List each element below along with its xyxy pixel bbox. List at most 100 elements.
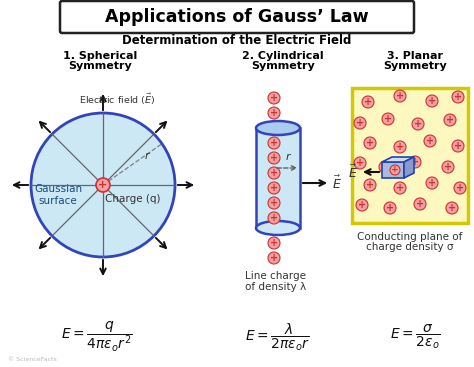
Circle shape [454, 182, 466, 194]
Text: 2. Cylindrical: 2. Cylindrical [242, 51, 324, 61]
Circle shape [452, 91, 464, 103]
Text: +: + [270, 93, 278, 103]
Text: +: + [270, 153, 278, 163]
Text: 3. Planar: 3. Planar [387, 51, 443, 61]
Bar [256, 128, 300, 228]
Circle shape [268, 107, 280, 119]
Text: +: + [396, 91, 404, 101]
Text: Gaussian
surface: Gaussian surface [34, 184, 82, 206]
Text: Symmetry: Symmetry [68, 61, 132, 71]
Circle shape [412, 118, 424, 130]
Text: © ScienceFacts: © ScienceFacts [8, 357, 57, 362]
Text: charge density σ: charge density σ [366, 242, 454, 252]
Bar [382, 162, 404, 178]
Circle shape [354, 157, 366, 169]
Circle shape [268, 252, 280, 264]
Text: +: + [426, 136, 434, 146]
Circle shape [414, 198, 426, 210]
Text: +: + [356, 158, 364, 168]
Circle shape [394, 182, 406, 194]
Text: $\vec{E}$: $\vec{E}$ [348, 163, 358, 181]
Circle shape [390, 165, 400, 175]
Circle shape [268, 152, 280, 164]
Text: $E = \dfrac{q}{4\pi\varepsilon_o r^2}$: $E = \dfrac{q}{4\pi\varepsilon_o r^2}$ [61, 320, 133, 354]
Circle shape [268, 182, 280, 194]
Text: $\vec{E}$: $\vec{E}$ [332, 174, 342, 192]
Text: Applications of Gauss’ Law: Applications of Gauss’ Law [105, 8, 369, 26]
Text: +: + [444, 162, 452, 172]
Circle shape [394, 90, 406, 102]
Text: +: + [270, 198, 278, 208]
Text: +: + [456, 183, 464, 193]
Circle shape [268, 167, 280, 179]
Circle shape [394, 141, 406, 153]
Polygon shape [404, 157, 414, 178]
Circle shape [424, 135, 436, 147]
Circle shape [354, 117, 366, 129]
Circle shape [356, 199, 368, 211]
Text: +: + [270, 138, 278, 148]
Text: +: + [448, 203, 456, 213]
Text: of density λ: of density λ [246, 282, 307, 292]
Text: Conducting plane of: Conducting plane of [357, 232, 463, 242]
Text: +: + [270, 238, 278, 248]
Circle shape [446, 202, 458, 214]
Text: +: + [384, 114, 392, 124]
Circle shape [379, 161, 391, 173]
Text: +: + [411, 157, 419, 167]
Bar [352, 88, 468, 223]
Text: $E = \dfrac{\sigma}{2\varepsilon_o}$: $E = \dfrac{\sigma}{2\varepsilon_o}$ [390, 323, 440, 351]
Ellipse shape [256, 221, 300, 235]
Circle shape [426, 95, 438, 107]
Text: +: + [391, 166, 399, 174]
Circle shape [426, 177, 438, 189]
Text: r: r [286, 152, 291, 162]
Text: r: r [145, 151, 150, 161]
Text: +: + [366, 180, 374, 190]
Text: $E = \dfrac{\lambda}{2\pi\varepsilon_o r}$: $E = \dfrac{\lambda}{2\pi\varepsilon_o r… [246, 321, 310, 353]
Text: Electric field ($\vec{E}$): Electric field ($\vec{E}$) [79, 91, 155, 106]
Circle shape [31, 113, 175, 257]
Text: +: + [364, 97, 372, 107]
Circle shape [268, 212, 280, 224]
Circle shape [96, 178, 110, 192]
Polygon shape [382, 157, 414, 162]
Circle shape [364, 179, 376, 191]
Circle shape [444, 114, 456, 126]
Text: +: + [396, 183, 404, 193]
Text: +: + [270, 253, 278, 263]
Text: +: + [428, 178, 436, 188]
Text: +: + [416, 199, 424, 209]
Circle shape [409, 156, 421, 168]
Text: +: + [366, 138, 374, 148]
Text: 1. Spherical: 1. Spherical [63, 51, 137, 61]
Circle shape [268, 197, 280, 209]
Circle shape [442, 161, 454, 173]
Circle shape [452, 140, 464, 152]
Text: +: + [454, 141, 462, 151]
Circle shape [382, 113, 394, 125]
Text: +: + [414, 119, 422, 129]
Text: +: + [446, 115, 454, 125]
Text: +: + [356, 118, 364, 128]
Circle shape [268, 92, 280, 104]
Text: +: + [381, 162, 389, 172]
Text: Determination of the Electric Field: Determination of the Electric Field [122, 33, 352, 47]
Text: +: + [270, 183, 278, 193]
Circle shape [268, 137, 280, 149]
Text: +: + [99, 180, 108, 190]
Text: Line charge: Line charge [246, 271, 307, 281]
Text: +: + [396, 142, 404, 152]
Circle shape [384, 202, 396, 214]
Text: +: + [454, 92, 462, 102]
Text: +: + [358, 200, 366, 210]
Circle shape [364, 137, 376, 149]
Text: +: + [270, 168, 278, 178]
FancyBboxPatch shape [60, 1, 414, 33]
Text: +: + [270, 108, 278, 118]
Text: +: + [428, 96, 436, 106]
Text: Symmetry: Symmetry [383, 61, 447, 71]
Circle shape [362, 96, 374, 108]
Circle shape [268, 237, 280, 249]
Text: Symmetry: Symmetry [251, 61, 315, 71]
